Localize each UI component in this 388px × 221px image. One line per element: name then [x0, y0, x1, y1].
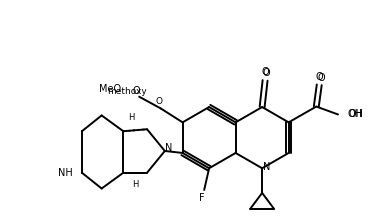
Text: OH: OH	[349, 109, 364, 119]
Text: O: O	[262, 69, 270, 78]
Text: H: H	[128, 113, 135, 122]
Text: N: N	[263, 162, 271, 172]
Text: NH: NH	[58, 168, 73, 178]
Text: F: F	[199, 193, 205, 203]
Text: O: O	[317, 73, 325, 83]
Text: O: O	[261, 67, 269, 78]
Text: OH: OH	[348, 109, 363, 119]
Text: H: H	[132, 180, 139, 189]
Text: methoxy: methoxy	[107, 87, 147, 96]
Text: O: O	[156, 97, 163, 106]
Text: O: O	[315, 72, 323, 82]
Text: N: N	[165, 143, 173, 153]
Text: MeO: MeO	[99, 84, 121, 94]
Text: O: O	[132, 86, 140, 96]
